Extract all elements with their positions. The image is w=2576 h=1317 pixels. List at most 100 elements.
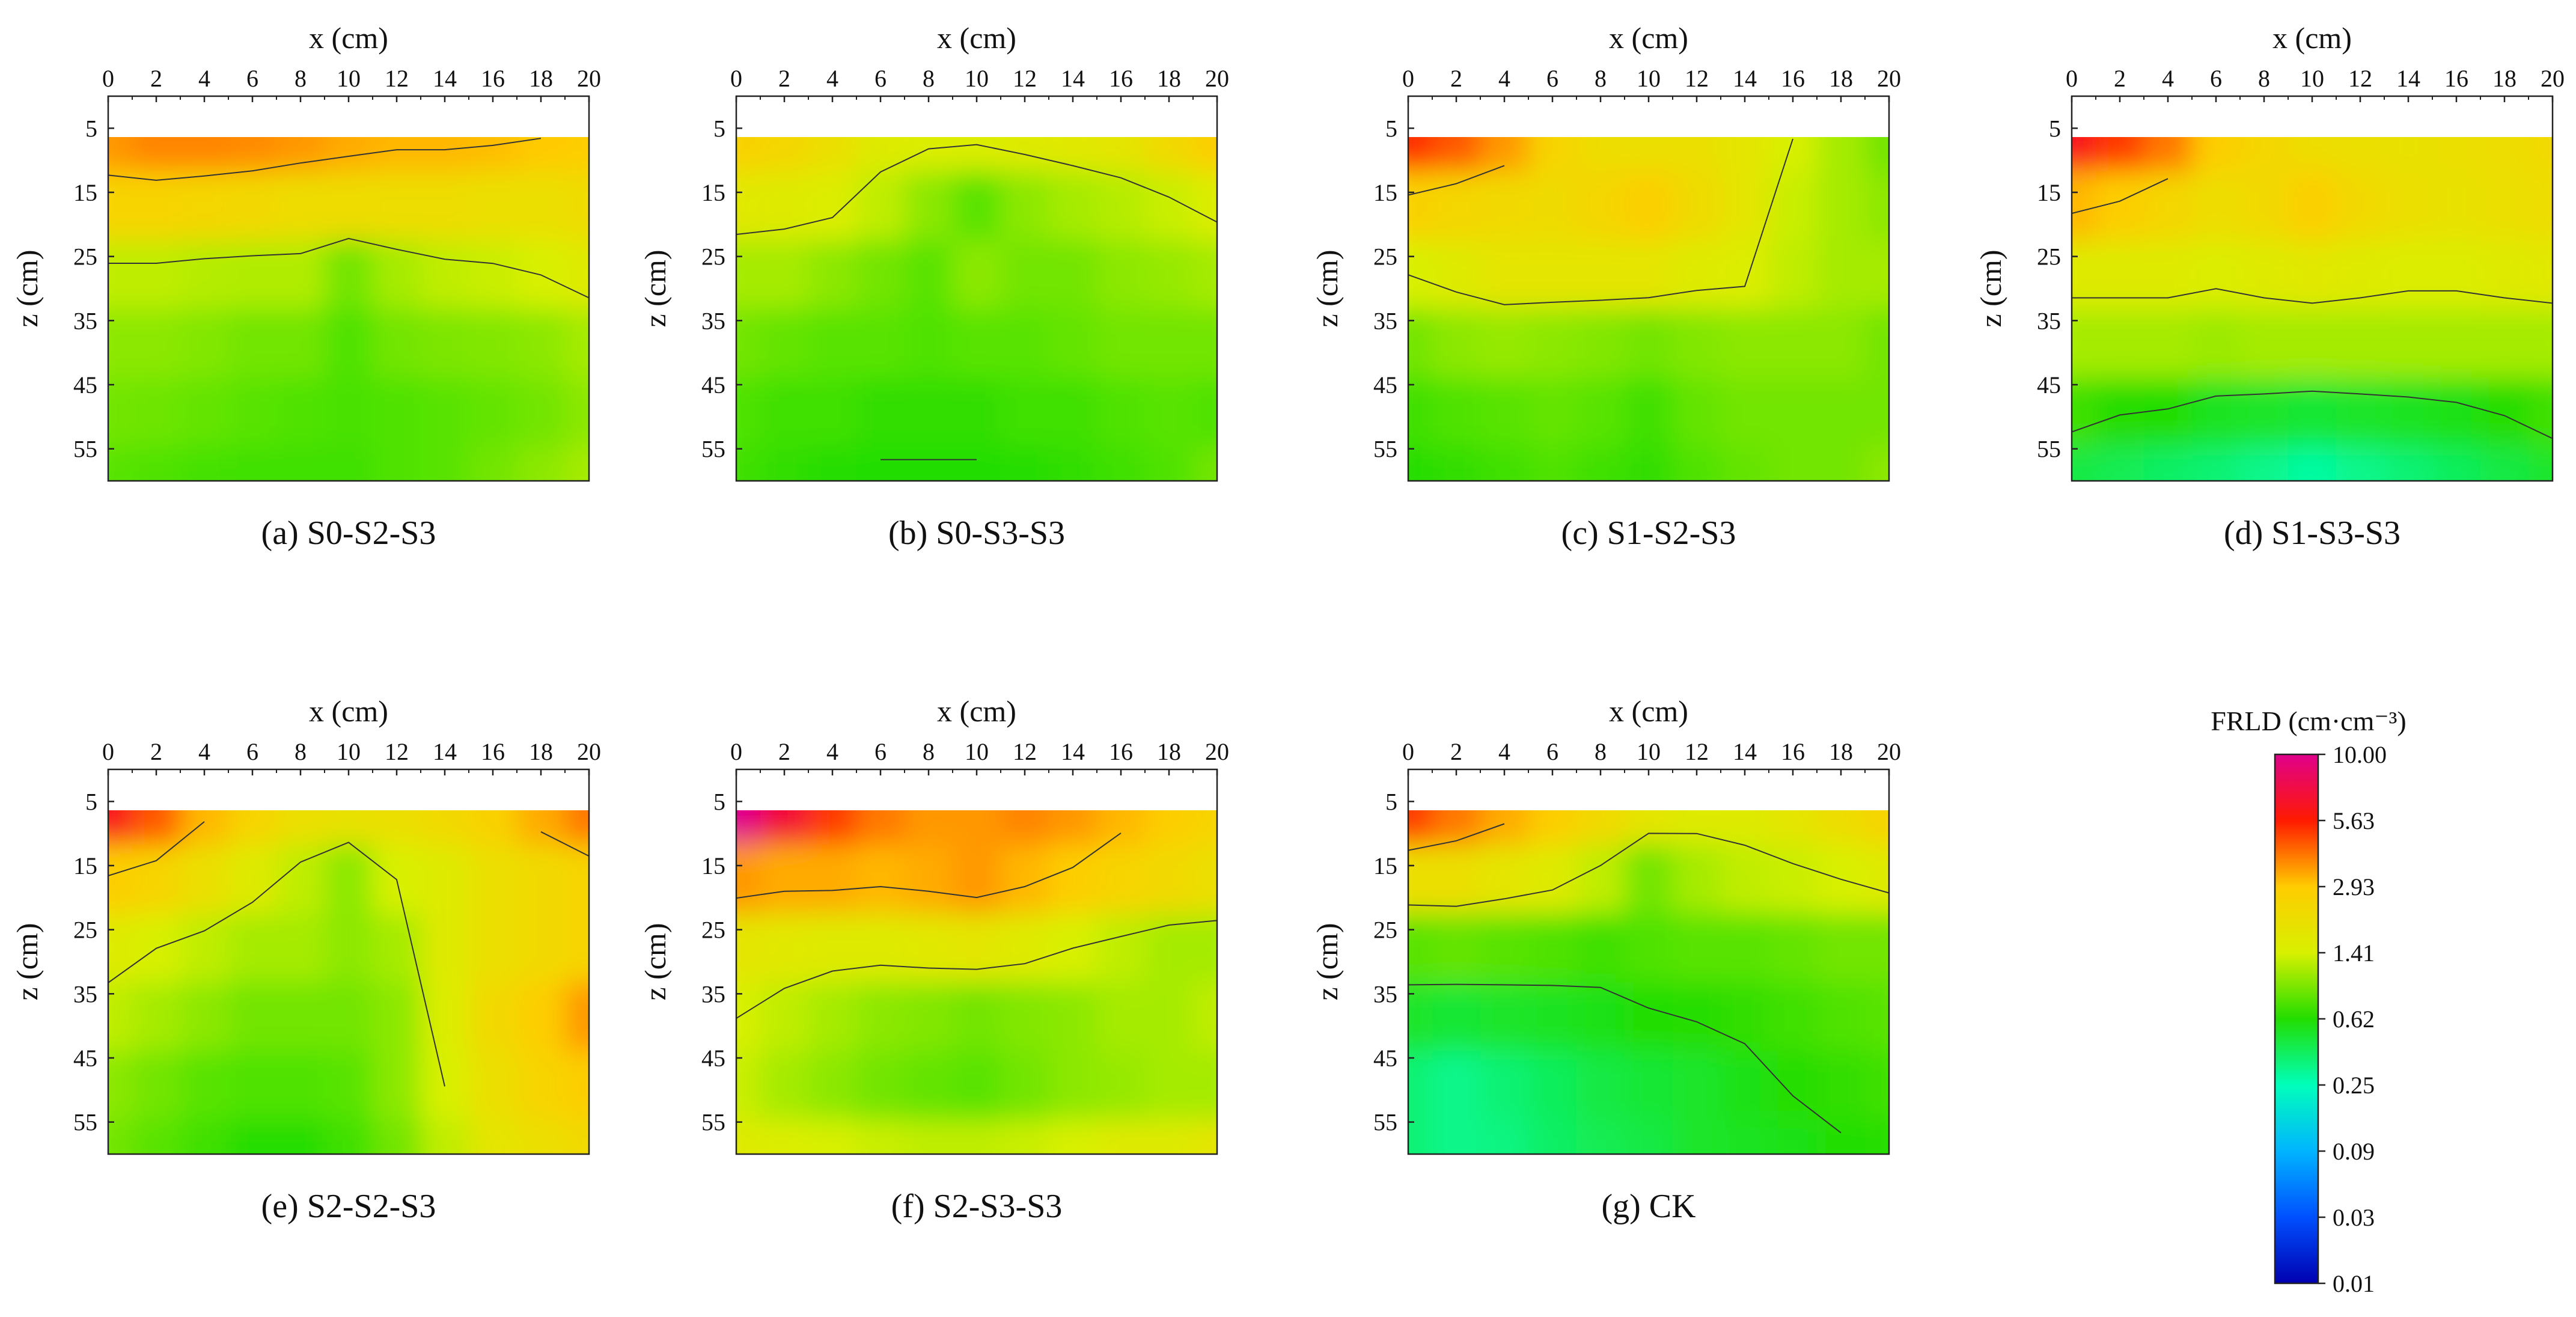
- heat-cell: [517, 982, 566, 1052]
- x-axis-label: x (cm): [309, 694, 388, 728]
- heat-cell: [421, 137, 469, 173]
- x-tick-label: 20: [1877, 738, 1901, 765]
- heat-cell: [1097, 137, 1146, 173]
- contour-line: [1408, 165, 1505, 196]
- heat-cell: [1408, 845, 1433, 914]
- heat-cell: [1480, 810, 1529, 846]
- heat-cell: [1817, 171, 1866, 241]
- heat-cell: [1408, 1051, 1433, 1120]
- heat-cell: [1480, 240, 1529, 310]
- heat-cell: [905, 913, 953, 983]
- heat-cell: [905, 845, 953, 914]
- heat-cell: [1097, 240, 1146, 310]
- heat-cell: [276, 982, 325, 1052]
- heat-cell: [373, 982, 421, 1052]
- heat-cell: [1817, 913, 1866, 983]
- heat-cell: [808, 240, 857, 310]
- heat-cell: [325, 982, 373, 1052]
- heat-cell: [2288, 171, 2337, 241]
- heat-cell: [565, 446, 589, 481]
- heat-cell: [2144, 137, 2193, 173]
- heat-cell: [1673, 845, 1721, 914]
- heat-cell: [2144, 171, 2193, 241]
- x-tick-label: 0: [730, 738, 742, 765]
- x-tick-label: 8: [295, 65, 307, 92]
- heat-cell: [469, 309, 517, 379]
- heat-cell: [1769, 171, 1818, 241]
- z-tick-label: 45: [73, 371, 97, 399]
- heat-cell: [469, 240, 517, 310]
- z-tick-label: 45: [1373, 1045, 1397, 1072]
- heat-cell: [469, 446, 517, 481]
- contour-line: [108, 237, 589, 299]
- heat-cell: [1721, 240, 1769, 310]
- x-tick-label: 0: [730, 65, 742, 92]
- heat-cell: [1865, 845, 1889, 914]
- heat-cell: [565, 137, 589, 173]
- heat-cell: [1528, 810, 1577, 846]
- heatmap: [736, 137, 1217, 481]
- x-tick-label: 8: [1595, 738, 1607, 765]
- heat-cell: [2240, 446, 2289, 481]
- x-tick-label: 8: [923, 65, 935, 92]
- heat-cell: [953, 137, 1001, 173]
- heat-cell: [905, 1051, 953, 1120]
- x-tick-label: 8: [923, 738, 935, 765]
- heat-cell: [1049, 309, 1097, 379]
- x-tick-label: 10: [965, 738, 989, 765]
- x-tick-label: 14: [1061, 65, 1085, 92]
- heat-cell: [1145, 810, 1194, 846]
- heat-cell: [1769, 982, 1818, 1052]
- heat-cell: [953, 845, 1001, 914]
- heat-cell: [760, 1119, 809, 1154]
- x-tick-label: 2: [778, 65, 790, 92]
- x-tick-label: 10: [2300, 65, 2324, 92]
- heat-cell: [180, 845, 229, 914]
- heat-cell: [1865, 446, 1889, 481]
- heat-cell: [736, 377, 761, 447]
- heat-cell: [1480, 171, 1529, 241]
- heat-cell: [760, 1051, 809, 1120]
- heat-cell: [1625, 982, 1673, 1052]
- heat-cell: [132, 309, 181, 379]
- x-tick-label: 6: [874, 738, 887, 765]
- heat-cell: [2384, 309, 2433, 379]
- x-tick-label: 18: [1157, 65, 1181, 92]
- heat-cell: [108, 1119, 133, 1154]
- heat-cell: [953, 446, 1001, 481]
- heat-cell: [1408, 446, 1433, 481]
- heat-cell: [1576, 845, 1625, 914]
- heat-cell: [1432, 309, 1481, 379]
- heat-cell: [736, 240, 761, 310]
- heat-cell: [2432, 377, 2481, 447]
- heat-cell: [373, 377, 421, 447]
- heat-cell: [276, 913, 325, 983]
- x-tick-label: 12: [1685, 65, 1709, 92]
- x-tick-label: 4: [1498, 738, 1510, 765]
- heat-cell: [1193, 1119, 1217, 1154]
- heat-cell: [469, 845, 517, 914]
- heat-cell: [517, 137, 566, 173]
- heat-cell: [2240, 240, 2289, 310]
- z-tick-label: 25: [1373, 243, 1397, 270]
- heat-cell: [421, 845, 469, 914]
- heat-cell: [1049, 810, 1097, 846]
- heat-cell: [132, 137, 181, 173]
- heatmap: [108, 137, 589, 481]
- heat-cell: [760, 982, 809, 1052]
- heat-cell: [1432, 982, 1481, 1052]
- heat-cell: [108, 1051, 133, 1120]
- heat-cell: [1528, 446, 1577, 481]
- heat-cell: [1001, 982, 1049, 1052]
- heat-cell: [1576, 377, 1625, 447]
- heat-cell: [108, 446, 133, 481]
- x-tick-label: 16: [1109, 65, 1133, 92]
- contours: [736, 833, 1217, 1019]
- heat-cell: [1193, 810, 1217, 846]
- heat-cell: [905, 377, 953, 447]
- heat-cell: [2096, 137, 2144, 173]
- heat-cell: [1432, 446, 1481, 481]
- heat-cell: [1432, 1119, 1481, 1154]
- heat-cell: [808, 137, 857, 173]
- z-tick-label: 35: [1373, 980, 1397, 1007]
